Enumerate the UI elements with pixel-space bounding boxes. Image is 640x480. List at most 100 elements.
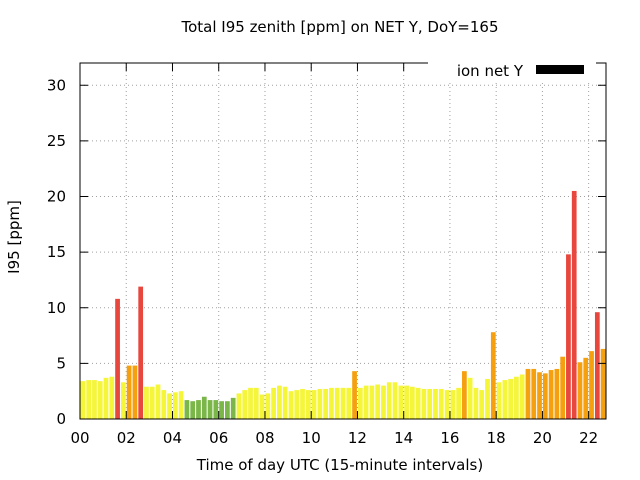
legend: ion net Y — [428, 58, 596, 82]
x-tick-label: 12 — [348, 429, 367, 447]
bar — [323, 388, 329, 419]
bar — [271, 387, 277, 419]
bar — [346, 387, 352, 419]
bar — [560, 356, 566, 419]
bar — [213, 400, 219, 419]
bar — [178, 391, 184, 419]
bar — [485, 378, 490, 419]
bar — [340, 387, 346, 419]
bar — [496, 382, 502, 419]
bar — [462, 371, 467, 419]
bar — [479, 390, 485, 419]
bar — [167, 393, 172, 419]
bar — [548, 370, 554, 419]
y-axis-label: I95 [ppm] — [5, 200, 23, 274]
chart-title: Total I95 zenith [ppm] on NET Y, DoY=165 — [180, 18, 498, 36]
bar — [508, 378, 513, 419]
bar — [537, 372, 542, 419]
x-tick-label: 20 — [533, 429, 552, 447]
bar — [502, 380, 508, 419]
bar — [144, 386, 149, 419]
bar — [103, 377, 109, 419]
bar — [259, 394, 265, 419]
y-tick-label: 15 — [47, 243, 66, 261]
bar — [594, 312, 600, 419]
bar — [404, 385, 409, 419]
bar — [184, 400, 190, 419]
bar — [149, 386, 155, 419]
bar — [248, 387, 253, 419]
y-tick-label: 10 — [47, 299, 66, 317]
bar — [438, 388, 444, 419]
bar — [201, 396, 207, 419]
bar — [126, 365, 132, 419]
x-tick-label: 00 — [70, 429, 89, 447]
bar — [282, 386, 288, 419]
bar — [577, 362, 583, 419]
bar — [311, 390, 317, 419]
x-tick-label: 08 — [255, 429, 274, 447]
x-tick-label: 06 — [209, 429, 228, 447]
bar — [219, 401, 224, 419]
y-tick-label: 5 — [56, 354, 66, 372]
bar — [566, 254, 571, 419]
bar — [398, 385, 404, 419]
bar — [554, 368, 560, 419]
bar — [305, 390, 311, 419]
bar — [236, 393, 242, 419]
x-tick-label: 16 — [440, 429, 459, 447]
bar — [161, 390, 167, 419]
bar — [444, 390, 450, 419]
bar — [225, 401, 230, 419]
x-tick-label: 22 — [579, 429, 598, 447]
bar — [317, 388, 323, 419]
bar — [369, 385, 375, 419]
bar — [352, 371, 357, 419]
bar — [294, 390, 300, 419]
bar — [92, 380, 97, 419]
bar — [115, 298, 120, 419]
bar — [600, 348, 606, 419]
bar — [173, 392, 178, 419]
bar — [230, 397, 236, 419]
x-tick-label: 10 — [302, 429, 321, 447]
bar — [86, 380, 92, 419]
bar — [253, 387, 259, 419]
bar — [190, 401, 196, 419]
bar — [490, 332, 496, 419]
legend-label: ion net Y — [457, 62, 524, 80]
grid-lines — [80, 63, 606, 419]
bar — [542, 373, 548, 419]
bar — [109, 376, 115, 419]
bar — [409, 386, 415, 419]
bar — [97, 381, 103, 419]
bar — [467, 377, 473, 419]
bar — [386, 382, 392, 419]
bar — [427, 388, 433, 419]
x-tick-label: 04 — [163, 429, 182, 447]
bar — [277, 385, 282, 419]
axis-ticks: 0 5 10 15 20 25 30 00 02 04 06 08 10 12 14 16 18 20 22 — [47, 63, 606, 447]
bar — [450, 390, 456, 419]
bar — [421, 388, 427, 419]
legend-swatch — [536, 65, 584, 74]
y-tick-label: 30 — [47, 76, 66, 94]
bar — [589, 351, 594, 419]
bar — [242, 390, 248, 419]
bar — [531, 368, 537, 419]
bar — [80, 381, 86, 419]
bar — [288, 391, 294, 419]
bar — [583, 357, 589, 419]
x-tick-label: 14 — [394, 429, 413, 447]
bar — [363, 385, 369, 419]
bar — [329, 387, 334, 419]
x-tick-label: 18 — [487, 429, 506, 447]
plot-frame — [79, 62, 607, 420]
x-axis-label: Time of day UTC (15-minute intervals) — [196, 456, 483, 474]
bar — [381, 385, 386, 419]
bar — [196, 400, 201, 419]
bar — [519, 374, 525, 419]
bar — [132, 365, 138, 419]
bars — [80, 190, 606, 419]
